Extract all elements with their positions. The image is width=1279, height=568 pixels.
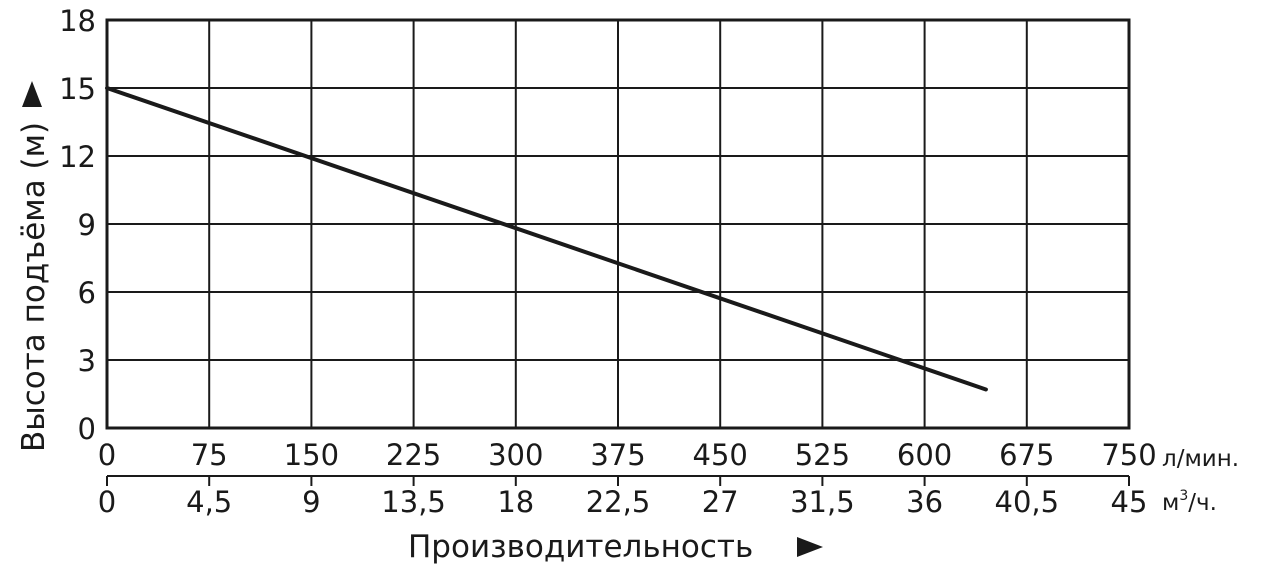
y-axis-title: Высота подъёма (м) xyxy=(16,81,52,452)
x-tick-label-lmin: 450 xyxy=(693,438,748,472)
x-tick-label-m3h: 36 xyxy=(906,485,943,519)
x-tick-label-lmin: 75 xyxy=(191,438,228,472)
unit-lmin-label: л/мин. xyxy=(1162,446,1239,472)
y-tick-label: 3 xyxy=(78,344,96,378)
performance-curve xyxy=(105,86,988,392)
x-tick-label-lmin: 225 xyxy=(386,438,441,472)
x-tick-label-m3h: 0 xyxy=(98,485,116,519)
x-tick-label-lmin: 0 xyxy=(98,438,116,472)
x-tick-label-lmin: 675 xyxy=(999,438,1054,472)
y-tick-label: 12 xyxy=(59,140,96,174)
unit-m3h-label: м3/ч. xyxy=(1162,488,1217,516)
x-tick-label-lmin: 375 xyxy=(590,438,645,472)
x-tick-labels-lmin: 0 75 150 225 300 375 450 525 600 675 750 xyxy=(98,438,1157,472)
x-tick-label-m3h: 13,5 xyxy=(381,485,446,519)
grid xyxy=(107,20,1129,428)
x-tick-label-m3h: 4,5 xyxy=(186,485,232,519)
y-axis-arrow-icon xyxy=(22,81,42,107)
x-tick-label-m3h: 31,5 xyxy=(790,485,855,519)
x-tick-label-lmin: 300 xyxy=(488,438,543,472)
x-tick-label-m3h: 27 xyxy=(702,485,739,519)
series-layer xyxy=(105,86,988,392)
y-tick-label: 15 xyxy=(59,72,96,106)
y-tick-label: 18 xyxy=(59,4,96,38)
x-tick-label-lmin: 600 xyxy=(897,438,952,472)
x-tick-label-lmin: 525 xyxy=(795,438,850,472)
x-axis-title: Производительность xyxy=(408,529,823,565)
y-tick-label: 6 xyxy=(78,276,96,310)
y-tick-labels: 0 3 6 9 12 15 18 xyxy=(59,4,96,446)
x-axis-title-text: Производительность xyxy=(408,529,753,565)
x-tick-label-m3h: 22,5 xyxy=(586,485,651,519)
x-axis-arrow-icon xyxy=(797,537,823,557)
x-tick-label-lmin: 150 xyxy=(284,438,339,472)
x-tick-label-lmin: 750 xyxy=(1101,438,1156,472)
plot-frame xyxy=(105,18,1131,430)
x-tick-label-m3h: 45 xyxy=(1111,485,1148,519)
y-tick-label: 9 xyxy=(78,208,96,242)
y-tick-label: 0 xyxy=(78,412,96,446)
x-tick-label-m3h: 9 xyxy=(302,485,320,519)
y-axis-title-text: Высота подъёма (м) xyxy=(16,122,52,452)
x-tick-labels-m3h: 0 4,5 9 13,5 18 22,5 27 31,5 36 40,5 45 xyxy=(98,476,1148,519)
x-tick-label-m3h: 40,5 xyxy=(995,485,1060,519)
x-tick-label-m3h: 18 xyxy=(497,485,534,519)
